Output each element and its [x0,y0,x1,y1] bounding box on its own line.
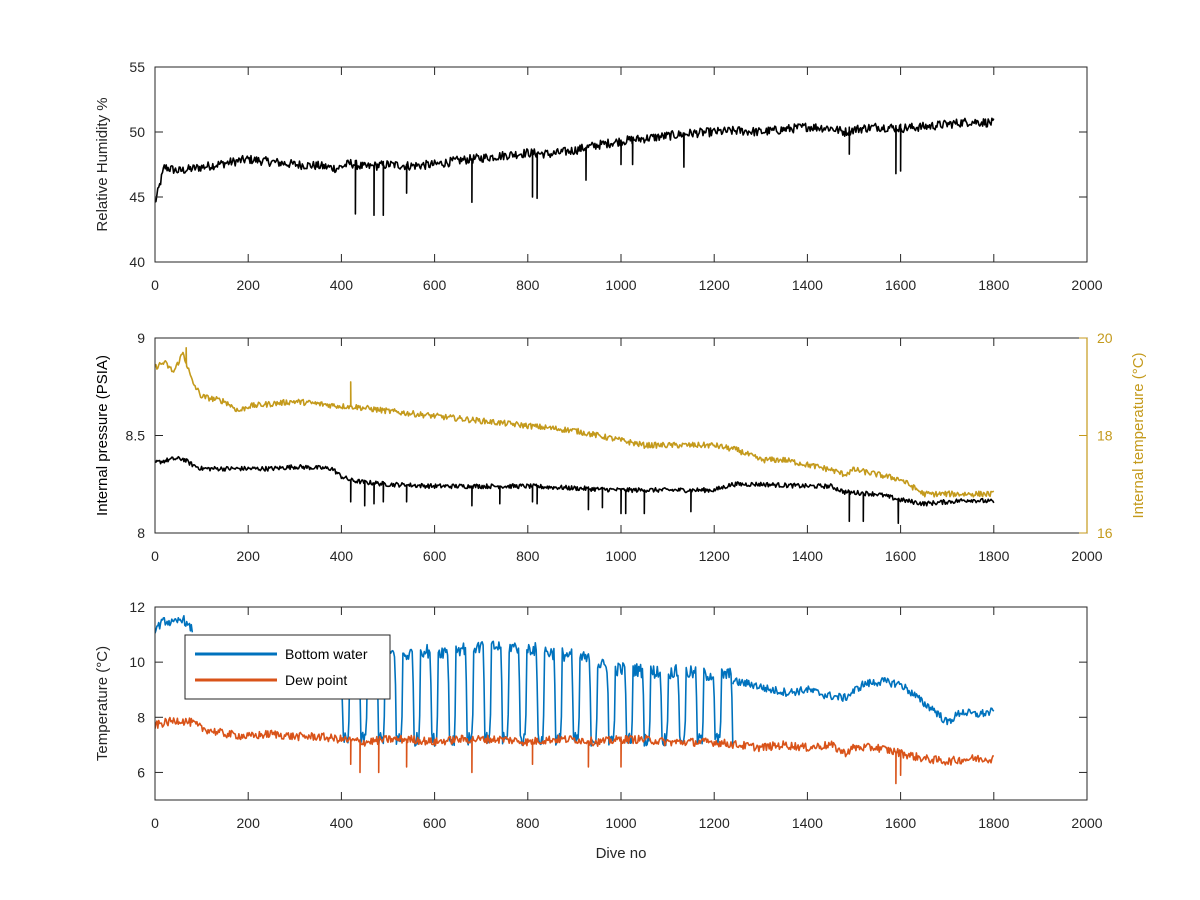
x-axis-label: Dive no [596,845,647,862]
y2-tick-label: 16 [1097,525,1113,541]
subplot-1: 0 200 400 600 800 1000 1200 1400 1600 1800 2000 40 4… [94,59,1103,293]
x-tick-label: 1800 [978,277,1009,293]
x-tick-label: 1600 [885,277,916,293]
legend: Bottom water Dew point [184,634,391,700]
x-tick-label: 1200 [699,277,730,293]
y-axis-label: Relative Humidity % [94,97,111,231]
legend-box [184,634,391,700]
x-tick-label: 1400 [792,815,823,831]
x-tick-label: 800 [516,548,540,564]
x-tick-label: 200 [237,548,261,564]
subplot-3: 0 200 400 600 800 1000 1200 1400 1600 1800 2000 6 8 1… [94,599,1103,862]
x-tick-label: 200 [237,277,261,293]
y-tick-label: 45 [129,189,145,205]
x-tick-label: 200 [237,815,261,831]
y-tick-label: 50 [129,124,145,140]
x-tick-label: 600 [423,815,447,831]
x-tick-label: 1200 [699,548,730,564]
y-tick-label: 40 [129,254,145,270]
x-tick-label: 800 [516,815,540,831]
y-tick-label: 8 [137,709,145,725]
y-tick-label: 12 [129,599,145,615]
y2-tick-label: 18 [1097,428,1113,444]
x-tick-label: 2000 [1071,548,1102,564]
x-tick-label: 1000 [605,548,636,564]
y2-tick-label: 20 [1097,330,1113,346]
x-tick-label: 1400 [792,277,823,293]
x-tick-label: 0 [151,277,159,293]
legend-label: Bottom water [285,646,368,662]
x-tick-label: 0 [151,815,159,831]
series-line-2-2 [155,347,995,498]
y-tick-label: 10 [129,654,145,670]
x-tick-label: 2000 [1071,815,1102,831]
x-tick-label: 600 [423,548,447,564]
series-line-dew-point [155,716,995,785]
series-line-bottom-water-cycles [331,640,734,747]
x-tick-label: 600 [423,277,447,293]
y-tick-label: 8 [137,525,145,541]
y-tick-label: 9 [137,330,145,346]
subplot-2: 0 200 400 600 800 1000 1200 1400 1600 1800 2000 8 8.… [94,330,1147,564]
x-tick-label: 400 [330,815,354,831]
x-tick-label: 1800 [978,815,1009,831]
series-line-1-1 [155,117,995,216]
y-axis-label: Temperature (°C) [94,646,111,761]
series-group [155,117,995,216]
x-tick-label: 1600 [885,815,916,831]
series-line-bottom-water-tail [732,677,995,726]
x-tick-label: 1000 [605,277,636,293]
x-tick-label: 800 [516,277,540,293]
legend-label: Dew point [285,672,347,688]
series-group [155,347,995,524]
y-tick-label: 6 [137,764,145,780]
x-tick-label: 400 [330,548,354,564]
x-tick-label: 1600 [885,548,916,564]
y2-axis-label: Internal temperature (°C) [1130,352,1147,518]
x-tick-label: 1000 [605,815,636,831]
series-group [155,615,995,785]
series-line-bottom-water [155,615,194,634]
x-tick-label: 400 [330,277,354,293]
x-tick-label: 1800 [978,548,1009,564]
y-axis-label: Internal pressure (PSIA) [94,355,111,516]
x-tick-label: 1200 [699,815,730,831]
y-tick-label: 55 [129,59,145,75]
x-tick-label: 1400 [792,548,823,564]
y-tick-label: 8.5 [126,428,146,444]
x-tick-label: 0 [151,548,159,564]
x-tick-label: 2000 [1071,277,1102,293]
series-line-2-1 [155,455,995,524]
